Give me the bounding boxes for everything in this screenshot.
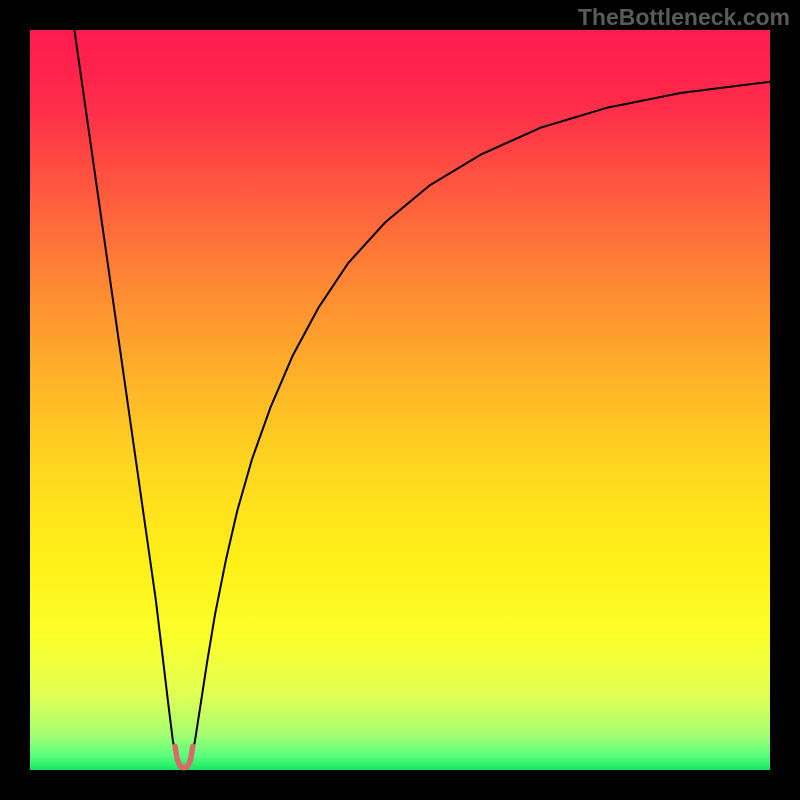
chart-svg <box>0 0 800 800</box>
watermark-label: TheBottleneck.com <box>578 4 790 31</box>
chart-container: TheBottleneck.com <box>0 0 800 800</box>
plot-background <box>30 30 770 770</box>
